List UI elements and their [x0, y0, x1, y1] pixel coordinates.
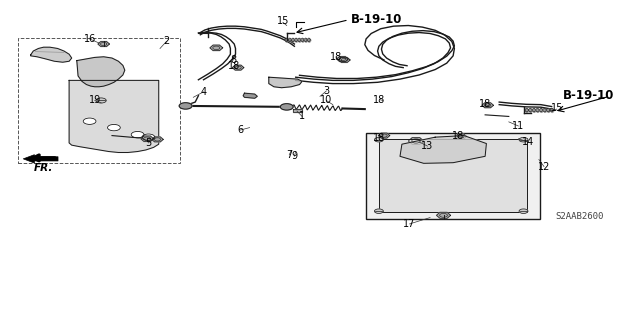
Polygon shape [408, 138, 424, 144]
Polygon shape [337, 56, 348, 62]
Text: B-19-10: B-19-10 [351, 13, 402, 26]
Text: 8: 8 [230, 55, 237, 65]
Text: S2AAB2600: S2AAB2600 [555, 212, 604, 221]
Circle shape [131, 131, 144, 138]
Text: B-19-10: B-19-10 [563, 89, 614, 102]
Text: 17: 17 [403, 219, 416, 229]
Text: 12: 12 [538, 161, 550, 172]
Polygon shape [152, 137, 163, 142]
Bar [18, 38, 180, 163]
Text: 18: 18 [479, 99, 492, 109]
Text: 9: 9 [291, 151, 298, 161]
Polygon shape [293, 109, 302, 112]
Polygon shape [455, 134, 467, 139]
Circle shape [96, 98, 106, 103]
Text: 18: 18 [372, 133, 385, 143]
Polygon shape [77, 57, 125, 87]
Text: 4: 4 [200, 87, 207, 97]
Text: 15: 15 [276, 16, 289, 26]
Polygon shape [339, 57, 350, 63]
Polygon shape [232, 65, 244, 70]
Polygon shape [243, 93, 257, 98]
Text: 13: 13 [421, 141, 434, 151]
Text: 15: 15 [550, 103, 563, 113]
Circle shape [374, 137, 383, 142]
Text: 11: 11 [512, 121, 525, 131]
Polygon shape [269, 77, 302, 88]
Polygon shape [69, 80, 159, 152]
Text: 2: 2 [163, 36, 170, 47]
Text: FR.: FR. [34, 163, 53, 173]
Text: 10: 10 [320, 95, 333, 106]
Bar [366, 133, 540, 219]
Polygon shape [31, 47, 72, 62]
Text: 18: 18 [373, 94, 386, 105]
Text: 3: 3 [323, 86, 330, 96]
Circle shape [108, 124, 120, 131]
Text: 7: 7 [286, 150, 292, 160]
Circle shape [519, 137, 528, 142]
Circle shape [179, 103, 192, 109]
Text: 19: 19 [88, 95, 101, 106]
Text: 1: 1 [299, 111, 305, 122]
Circle shape [280, 104, 293, 110]
Circle shape [519, 209, 528, 213]
Polygon shape [98, 41, 109, 47]
Polygon shape [210, 45, 223, 51]
Text: 5: 5 [145, 138, 152, 148]
Polygon shape [141, 136, 154, 142]
Polygon shape [482, 103, 493, 108]
Circle shape [374, 209, 383, 213]
Circle shape [83, 118, 96, 124]
Bar [379, 139, 527, 212]
Text: 18: 18 [227, 61, 240, 71]
Text: 6: 6 [237, 125, 243, 135]
Polygon shape [378, 133, 390, 138]
Text: 18: 18 [330, 52, 342, 62]
Text: 14: 14 [522, 137, 534, 147]
Text: 16: 16 [83, 34, 96, 44]
Polygon shape [400, 136, 486, 163]
Text: 18: 18 [451, 130, 464, 141]
Polygon shape [436, 212, 451, 219]
Circle shape [142, 134, 155, 140]
